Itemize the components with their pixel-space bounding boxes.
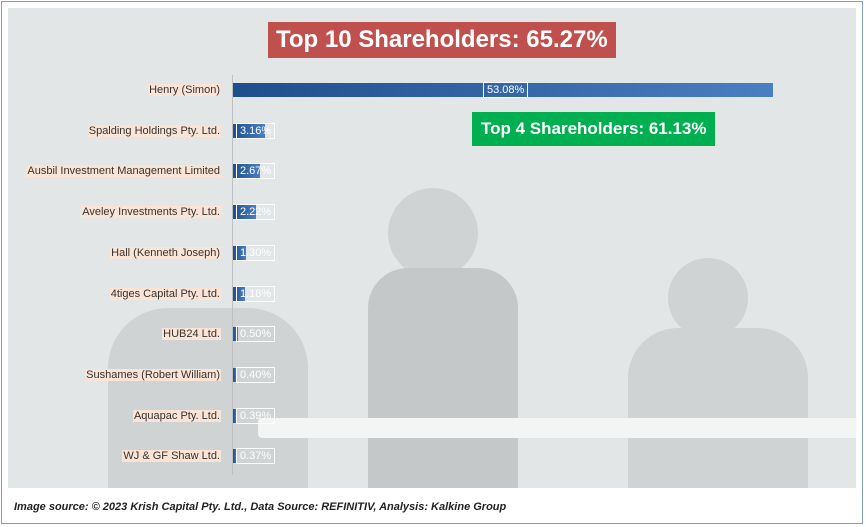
category-label: Spalding Holdings Pty. Ltd. (87, 124, 221, 137)
bar (233, 449, 237, 464)
data-label: 0.50% (236, 326, 276, 343)
bar (233, 327, 239, 342)
data-label: 1.18% (236, 285, 276, 302)
category-label: 4tiges Capital Pty. Ltd. (109, 287, 221, 300)
category-label: WJ & GF Shaw Ltd. (122, 450, 221, 463)
category-label: Sushames (Robert William) (85, 368, 221, 381)
bar (233, 123, 266, 138)
category-label: Aveley Investments Pty. Ltd. (81, 206, 221, 219)
data-label: 53.08% (483, 82, 529, 98)
data-label: 1.30% (236, 244, 276, 261)
top4-annotation: Top 4 Shareholders: 61.13% (472, 112, 716, 146)
bar (233, 408, 237, 423)
category-label: Ausbil Investment Management Limited (26, 165, 221, 178)
bar (233, 83, 773, 97)
data-label: 2.22% (236, 204, 276, 221)
background-table (258, 418, 856, 438)
bar (233, 205, 256, 220)
data-label: 0.39% (236, 407, 276, 424)
category-label: Aquapac Pty. Ltd. (132, 409, 221, 422)
chart-title: Top 10 Shareholders: 65.27% (268, 22, 616, 58)
data-label: 2.67% (236, 163, 276, 180)
data-label: 0.37% (236, 448, 276, 465)
category-label: Henry (Simon) (148, 84, 221, 96)
category-label: Hall (Kenneth Joseph) (110, 246, 221, 259)
background-figure (388, 188, 478, 278)
bar (233, 164, 261, 179)
background-figure (368, 268, 518, 488)
bar (233, 367, 238, 382)
background-figure (668, 258, 748, 338)
source-note: Image source: © 2023 Krish Capital Pty. … (14, 501, 507, 513)
y-axis-line (232, 75, 233, 475)
category-label: HUB24 Ltd. (162, 328, 221, 341)
data-label: 3.16% (236, 122, 276, 139)
data-label: 0.40% (236, 366, 276, 383)
background-figure (628, 328, 808, 488)
